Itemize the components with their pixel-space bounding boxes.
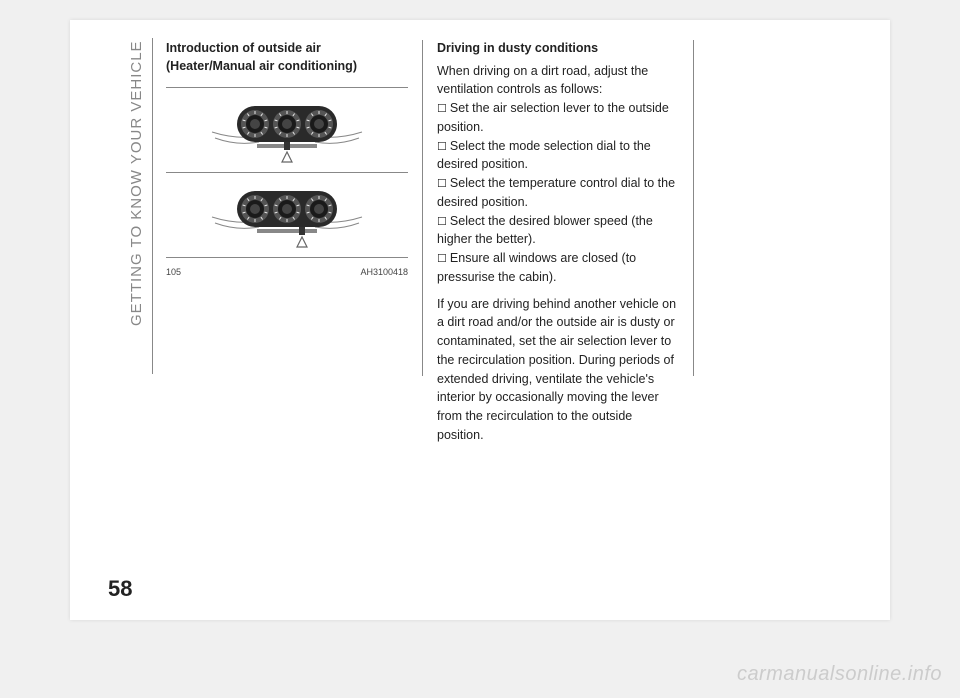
column-2: Driving in dusty conditions When driving… [437, 40, 679, 445]
hvac-panel-diagram-2 [207, 181, 367, 249]
figure-number: 105 [166, 266, 181, 280]
column-divider [693, 40, 694, 376]
col1-heading: Introduction of outside air (Heater/Manu… [166, 40, 408, 75]
section-title-vertical: GETTING TO KNOW YOUR VEHICLE [128, 40, 145, 360]
check-item: Ensure all windows are closed (to pressu… [437, 249, 679, 287]
content-area: Introduction of outside air (Heater/Manu… [166, 40, 860, 445]
check-item: Set the air selection lever to the outsi… [437, 99, 679, 137]
figure-code: AH3100418 [360, 266, 408, 280]
figure-caption: 105 AH3100418 [166, 266, 408, 280]
page: GETTING TO KNOW YOUR VEHICLE Introductio… [70, 20, 890, 620]
figure-block: 105 AH3100418 [166, 87, 408, 280]
hvac-panel-diagram-1 [207, 96, 367, 164]
check-item: Select the desired blower speed (the hig… [437, 212, 679, 250]
page-number: 58 [108, 576, 132, 602]
figure-rule [166, 172, 408, 173]
figure-rule [166, 257, 408, 258]
col2-intro: When driving on a dirt road, adjust the … [437, 62, 679, 100]
checklist: Set the air selection lever to the outsi… [437, 99, 679, 287]
col2-after: If you are driving behind another vehicl… [437, 295, 679, 445]
vertical-divider [152, 38, 153, 374]
watermark: carmanualsonline.info [737, 663, 942, 686]
check-item: Select the temperature control dial to t… [437, 174, 679, 212]
column-divider [422, 40, 423, 376]
column-1: Introduction of outside air (Heater/Manu… [166, 40, 408, 445]
col2-heading: Driving in dusty conditions [437, 40, 679, 58]
figure-rule [166, 87, 408, 88]
check-item: Select the mode selection dial to the de… [437, 137, 679, 175]
